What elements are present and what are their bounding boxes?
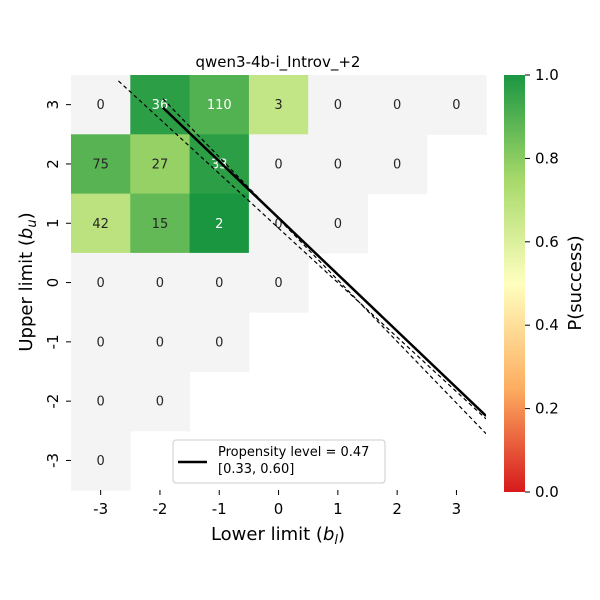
cell-count-label: 0 — [97, 276, 105, 291]
x-axis-ticks: -3 -2 -1 0 1 2 3 — [93, 490, 461, 518]
heatmap-cell — [308, 134, 368, 195]
legend: Propensity level = 0.47 [0.33, 0.60] — [172, 439, 386, 484]
cell-count-label: 0 — [452, 98, 460, 113]
y-tick-label: 1 — [44, 218, 62, 228]
heatmap-cell — [189, 312, 250, 372]
cell-count-label: 0 — [334, 157, 342, 172]
cell-count-label: 0 — [393, 157, 401, 172]
cell-count-label: 0 — [97, 98, 105, 113]
heatmap-cell — [248, 75, 309, 135]
chart-title: qwen3-4b-i_Introv_+2 — [196, 53, 361, 72]
heatmap-cell — [130, 312, 191, 372]
legend-box — [172, 439, 386, 484]
cell-count-label: 3 — [274, 98, 282, 113]
colorbar-tick-label: 0.6 — [535, 233, 559, 251]
x-tick-label: -1 — [212, 500, 227, 518]
heatmap-cell — [71, 371, 131, 432]
heatmap-cell — [130, 134, 191, 195]
heatmap-cell — [130, 371, 191, 432]
colorbar-tick-label: 0.4 — [535, 316, 559, 334]
colorbar-ticks: 0.0 0.2 0.4 0.6 0.8 1.0 — [525, 66, 559, 501]
heatmap-cell — [308, 75, 368, 135]
cell-count-label: 0 — [334, 217, 342, 232]
cell-count-label: 0 — [274, 157, 282, 172]
heatmap-cell — [367, 134, 428, 195]
colorbar-tick-label: 0.8 — [535, 149, 559, 167]
heatmap-cell — [308, 193, 368, 254]
colorbar-tick-label: 1.0 — [535, 66, 559, 84]
heatmap-cell — [367, 75, 428, 135]
cell-count-label: 27 — [152, 157, 169, 172]
colorbar: 0.0 0.2 0.4 0.6 0.8 1.0 P(success) — [504, 66, 586, 501]
cell-count-label: 0 — [334, 98, 342, 113]
x-tick-label: 0 — [274, 500, 284, 518]
heatmap-cell — [130, 193, 191, 254]
heatmap-cell — [71, 75, 131, 135]
heatmap-cell — [130, 252, 191, 313]
heatmap-cell — [189, 193, 250, 254]
propensity-ci-upper-line — [118, 80, 486, 420]
cell-count-label: 0 — [156, 395, 164, 410]
cell-count-label: 0 — [393, 98, 401, 113]
heatmap-cell — [71, 312, 131, 372]
y-tick-label: -2 — [44, 394, 62, 409]
colorbar-tick-label: 0.2 — [535, 400, 559, 418]
heatmap-cell — [71, 193, 131, 254]
y-tick-label: -3 — [44, 453, 62, 468]
heatmap-cell — [248, 193, 309, 254]
cell-count-label: 0 — [156, 276, 164, 291]
cell-count-label: 0 — [156, 335, 164, 350]
colorbar-label: P(success) — [565, 235, 586, 330]
heatmap-cells: 0 36 110 3 0 0 075 27 33 0 0 042 15 2 0 00 0 0 00 0 00 00 — [71, 75, 487, 491]
y-tick-label: -1 — [44, 334, 62, 349]
cell-count-label: 15 — [152, 217, 169, 232]
cell-count-label: 0 — [97, 454, 105, 469]
heatmap-cell — [71, 134, 131, 195]
y-axis-label: Upper limit (bu) — [16, 212, 40, 351]
x-tick-label: 1 — [333, 500, 343, 518]
cell-count-label: 0 — [97, 395, 105, 410]
heatmap-cell — [71, 430, 131, 491]
y-tick-label: 0 — [44, 278, 62, 288]
cell-count-label: 0 — [274, 276, 282, 291]
heatmap-cell — [248, 252, 309, 313]
x-tick-label: 3 — [452, 500, 462, 518]
cell-count-label: 42 — [92, 217, 109, 232]
cell-count-label: 75 — [92, 157, 109, 172]
propensity-ci-lower-line — [162, 98, 486, 435]
heatmap-cell — [189, 252, 250, 313]
propensity-lines — [118, 80, 486, 435]
y-tick-label: 2 — [44, 159, 62, 169]
heatmap-cell — [426, 75, 487, 135]
colorbar-tick-label: 0.0 — [535, 483, 559, 501]
cell-count-label: 0 — [215, 276, 223, 291]
y-axis-ticks: 3 2 1 0 -1 -2 -3 — [44, 100, 71, 468]
legend-label: Propensity level = 0.47 — [218, 445, 369, 460]
heatmap-cell — [248, 134, 309, 195]
cell-count-label: 0 — [97, 335, 105, 350]
cell-count-label: 0 — [274, 217, 282, 232]
propensity-level-line — [162, 106, 486, 417]
y-tick-label: 3 — [44, 100, 62, 110]
cell-count-label: 0 — [215, 335, 223, 350]
cell-count-label: 2 — [215, 217, 223, 232]
cell-count-label: 110 — [207, 98, 232, 113]
x-tick-label: 2 — [392, 500, 402, 518]
x-axis-label: Lower limit (bl) — [211, 524, 345, 548]
heatmap-cell — [189, 75, 250, 135]
legend-ci: [0.33, 0.60] — [218, 462, 294, 477]
colorbar-gradient — [504, 75, 525, 492]
heatmap-cell — [71, 252, 131, 313]
x-tick-label: -2 — [152, 500, 167, 518]
x-tick-label: -3 — [93, 500, 108, 518]
